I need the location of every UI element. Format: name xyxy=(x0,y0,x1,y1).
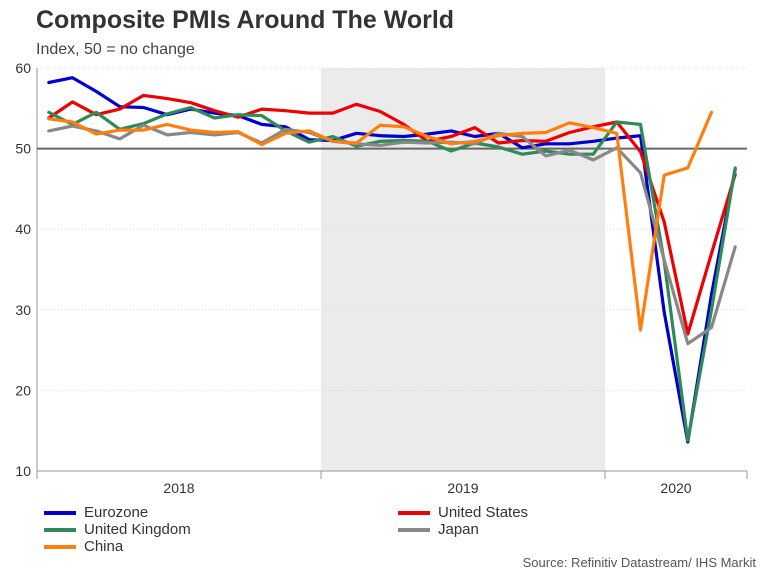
legend-swatch-united-kingdom xyxy=(44,527,76,532)
source-note: Source: Refinitiv Datastream/ IHS Markit xyxy=(522,555,756,570)
y-tick-label-10: 10 xyxy=(15,463,31,479)
legend-label-eurozone: Eurozone xyxy=(84,504,149,521)
series-line-china xyxy=(47,110,714,332)
legend-label-united-states: United States xyxy=(438,504,529,521)
y-tick-label-30: 30 xyxy=(15,302,31,318)
series-line-united-states xyxy=(47,93,737,336)
legend-swatch-japan xyxy=(398,527,430,532)
legend-label-japan: Japan xyxy=(438,521,479,538)
legend-swatch-eurozone xyxy=(44,510,76,515)
legend-item-united-states: United States xyxy=(398,504,528,521)
series-line-eurozone xyxy=(47,76,737,444)
x-year-label-2020: 2020 xyxy=(660,480,691,496)
x-year-label-2019: 2019 xyxy=(447,480,478,496)
legend-label-united-kingdom: United Kingdom xyxy=(84,521,191,538)
legend-item-japan: Japan xyxy=(398,521,479,538)
y-tick-label-50: 50 xyxy=(15,141,31,157)
y-tick-label-40: 40 xyxy=(15,221,31,237)
legend-item-united-kingdom: United Kingdom xyxy=(44,521,191,538)
legend-item-eurozone: Eurozone xyxy=(44,504,148,521)
x-year-label-2018: 2018 xyxy=(163,480,194,496)
chart-title: Composite PMIs Around The World xyxy=(36,6,455,34)
y-tick-label-20: 20 xyxy=(15,382,31,398)
series-line-japan xyxy=(47,123,737,346)
shaded-region-2019 xyxy=(321,68,605,471)
series-line-united-kingdom xyxy=(47,105,737,442)
chart-subtitle: Index, 50 = no change xyxy=(36,41,195,58)
legend-swatch-united-states xyxy=(398,510,430,515)
legend-item-china: China xyxy=(44,538,123,555)
y-tick-label-60: 60 xyxy=(15,60,31,76)
legend-swatch-china xyxy=(44,544,76,549)
legend-label-china: China xyxy=(84,538,124,555)
